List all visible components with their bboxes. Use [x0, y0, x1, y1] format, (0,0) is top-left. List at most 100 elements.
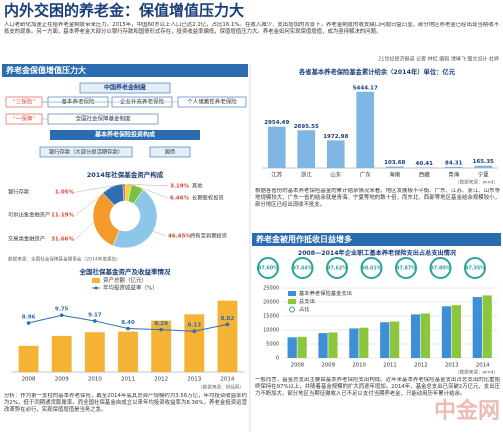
share-circle [429, 257, 452, 279]
bar [326, 140, 345, 168]
data-label: 9.17 [88, 312, 102, 318]
line-point [59, 313, 64, 318]
group-label: “三保险” [13, 98, 35, 106]
invest-label: 银行存款（大部分是活期存款） [49, 148, 123, 156]
pie-value: 3.19% [170, 184, 190, 190]
data-label: 165.35 [473, 159, 494, 165]
line-point [126, 326, 130, 331]
x-tick-label: 海南 [389, 171, 401, 179]
bar [356, 91, 375, 168]
data-label: 5444.17 [353, 85, 378, 91]
bar [385, 166, 404, 168]
pie-label: 银行存款 [8, 188, 30, 196]
bar [359, 327, 369, 358]
group-label: “一保障” [13, 115, 35, 123]
bar [184, 314, 205, 372]
pie-slice [112, 189, 158, 249]
legend-swatch [289, 306, 295, 313]
bar [482, 295, 492, 358]
y-tick-label: 10000 [263, 328, 279, 334]
chart-title: 各省基本养老保险基金累计结余（2014年）单位：亿元 [298, 67, 456, 76]
bar [472, 297, 482, 358]
share-circle [257, 257, 279, 279]
data-label: 8.40 [121, 320, 135, 326]
data-label: 2695.55 [294, 124, 319, 130]
pie-value: 11.19% [51, 213, 74, 219]
bar [151, 320, 172, 372]
pie-label: 长期股权投资 [192, 194, 224, 202]
x-tick-label: 2013 [187, 377, 201, 383]
line-point [93, 319, 97, 323]
y-tick-label: 20000 [263, 300, 279, 306]
x-tick-label: 2009 [55, 377, 69, 383]
share-label: 97.44% [293, 266, 313, 272]
x-tick-label: 西藏 [419, 171, 431, 179]
bar [390, 321, 400, 358]
data-label: 40.41 [416, 161, 434, 167]
data-label: 103.68 [384, 160, 405, 166]
bar [51, 335, 72, 372]
legend-label: 占比 [299, 305, 310, 313]
watermark: 中金网 [434, 398, 500, 424]
invest-title: 基本养老保险投资构成 [94, 131, 155, 139]
data-label: 8.29 [154, 321, 168, 327]
legend-swatch [94, 286, 98, 290]
leader [153, 231, 167, 237]
legend-label: 总支出 [299, 297, 315, 305]
leader [137, 186, 169, 199]
right-heading: 养老金被用作抵收日益增多 [255, 234, 352, 244]
pie-value: 46.45% [168, 234, 191, 240]
x-tick-label: 2010 [352, 363, 366, 369]
item-box [177, 96, 247, 108]
share-circle [291, 257, 314, 279]
share-label: 97.35% [465, 266, 485, 272]
bar [328, 332, 338, 358]
byline: 21世纪经济报道 记者 林虹 编辑 谭琳飞 图文设计 杜婷 [378, 56, 499, 63]
legend-swatch [92, 278, 100, 283]
x-tick-label: 2014 [220, 377, 234, 383]
text1: 根据各省份的基本养老保险基金的累计结余情况来看，地区发展极不平衡。广东、江苏、浙… [255, 188, 500, 208]
share-circle [395, 257, 417, 279]
invest-label: 国债 [165, 148, 176, 156]
bar [318, 333, 328, 358]
x-tick-label: 2009 [322, 363, 335, 369]
x-tick-label: 宁夏 [478, 171, 490, 179]
legend-label: 基本养老保险基金支出 [299, 289, 352, 297]
legend-swatch [288, 291, 296, 296]
x-tick-label: 2010 [88, 377, 102, 383]
x-tick-label: 2008 [22, 377, 36, 383]
bar [380, 322, 390, 358]
title: 内外交困的养老金：保值增值压力大 [4, 2, 244, 20]
left-banner [2, 64, 248, 77]
bar [410, 314, 421, 358]
line-point [225, 322, 230, 327]
leader [75, 183, 124, 193]
pie-title: 2014年社保基金资产构成 [87, 170, 164, 179]
share-circle [360, 257, 383, 279]
text2: 一般而言，基金总支出主要由基本养老保险支出构成。近年来基本养老保险基金支出占总支… [255, 377, 500, 397]
source: （数据来源：wind） [455, 179, 498, 186]
leader [128, 183, 169, 187]
share-circle [464, 257, 486, 279]
analysis: 分析：作为第一支柱的基本养老保险，截至2014年底其总资产规模约为3.56万亿，… [4, 393, 247, 413]
y-tick-label: 0 [276, 356, 279, 362]
bar [297, 130, 316, 168]
leader [75, 186, 113, 216]
bar [420, 313, 431, 358]
pie-value: 6.46% [170, 196, 190, 202]
share-label: 97.60% [258, 266, 278, 272]
pie-value: 1.05% [55, 190, 75, 196]
x-tick-label: 广东 [360, 171, 372, 179]
line-point [159, 327, 163, 332]
bar [267, 126, 286, 168]
x-tick-label: 2013 [445, 363, 458, 369]
left-heading: 养老金保值增值压力大 [5, 65, 86, 75]
leader [75, 221, 94, 240]
x-tick-label: 江苏 [271, 171, 283, 179]
line-point [26, 321, 31, 325]
invest-bar [50, 130, 200, 140]
bar [287, 337, 297, 358]
x-tick-label: 2012 [154, 377, 168, 383]
